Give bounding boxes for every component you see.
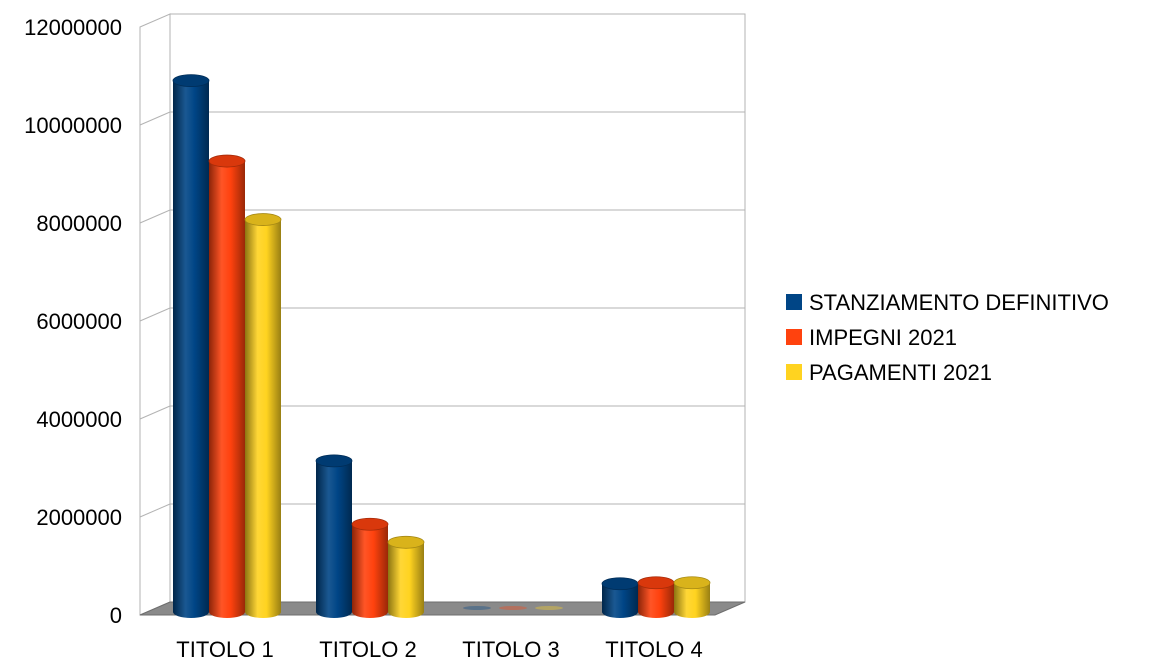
- legend: STANZIAMENTO DEFINITIVO IMPEGNI 2021 PAGAM…: [786, 290, 1109, 385]
- y-tick-label: 0: [110, 603, 122, 628]
- bar: [499, 606, 527, 610]
- x-category-label: TITOLO 1: [176, 637, 273, 662]
- x-category-label: TITOLO 3: [462, 637, 559, 662]
- bar: [244, 213, 282, 618]
- bar-body: [602, 583, 638, 618]
- bar-top: [244, 213, 282, 226]
- legend-item: PAGAMENTI 2021: [786, 360, 992, 385]
- legend-swatch: [786, 294, 802, 310]
- gridline-side: [139, 405, 171, 420]
- x-axis-category-labels: TITOLO 1 TITOLO 2 TITOLO 3 TITOLO 4: [176, 637, 702, 662]
- bar: [463, 606, 491, 610]
- bar: [387, 535, 425, 618]
- bar-top: [601, 577, 639, 591]
- bar-body: [674, 582, 710, 618]
- bar: [351, 517, 389, 618]
- x-category-label: TITOLO 4: [605, 637, 702, 662]
- y-axis-tick-labels: 0 2000000 4000000 6000000 8000000 10000000 120…: [24, 15, 122, 628]
- bar: [637, 576, 675, 618]
- legend-label: PAGAMENTI 2021: [809, 360, 992, 385]
- bar-top: [637, 576, 675, 590]
- bar-top: [673, 576, 711, 590]
- bar-body: [209, 161, 245, 618]
- gridline-side: [139, 307, 171, 322]
- bar: [673, 576, 711, 618]
- bar-top: [208, 154, 246, 168]
- gridline-side: [139, 209, 171, 224]
- legend-swatch: [786, 329, 802, 345]
- legend-item: STANZIAMENTO DEFINITIVO: [786, 290, 1109, 315]
- y-tick-label: 8000000: [36, 211, 122, 236]
- bar-base: [535, 606, 563, 610]
- legend-swatch: [786, 364, 802, 380]
- y-tick-label: 12000000: [24, 15, 122, 40]
- bars: [172, 74, 711, 618]
- bar-base: [499, 606, 527, 610]
- bar: [601, 577, 639, 618]
- chart-floor: [139, 601, 746, 616]
- floor-plane: [139, 601, 746, 616]
- bar-top: [172, 74, 210, 88]
- gridline-side: [139, 111, 171, 126]
- bar-body: [388, 542, 424, 618]
- bar: [208, 154, 246, 618]
- x-category-label: TITOLO 2: [319, 637, 416, 662]
- bar: [535, 606, 563, 610]
- bar-body: [245, 219, 281, 618]
- legend-label: STANZIAMENTO DEFINITIVO: [809, 290, 1109, 315]
- bar-top: [315, 454, 353, 468]
- legend-item: IMPEGNI 2021: [786, 325, 957, 350]
- bar-body: [316, 460, 352, 618]
- y-tick-label: 6000000: [36, 309, 122, 334]
- y-tick-label: 2000000: [36, 505, 122, 530]
- bar: [315, 454, 353, 618]
- bar-base: [463, 606, 491, 610]
- bar-body: [352, 524, 388, 618]
- bar-body: [638, 582, 674, 618]
- bar-top: [387, 535, 425, 549]
- legend-label: IMPEGNI 2021: [809, 325, 957, 350]
- bar-body: [173, 80, 209, 618]
- y-tick-label: 4000000: [36, 407, 122, 432]
- y-tick-label: 10000000: [24, 113, 122, 138]
- bar-top: [351, 517, 389, 531]
- bar: [172, 74, 210, 618]
- gridline-side: [139, 503, 171, 518]
